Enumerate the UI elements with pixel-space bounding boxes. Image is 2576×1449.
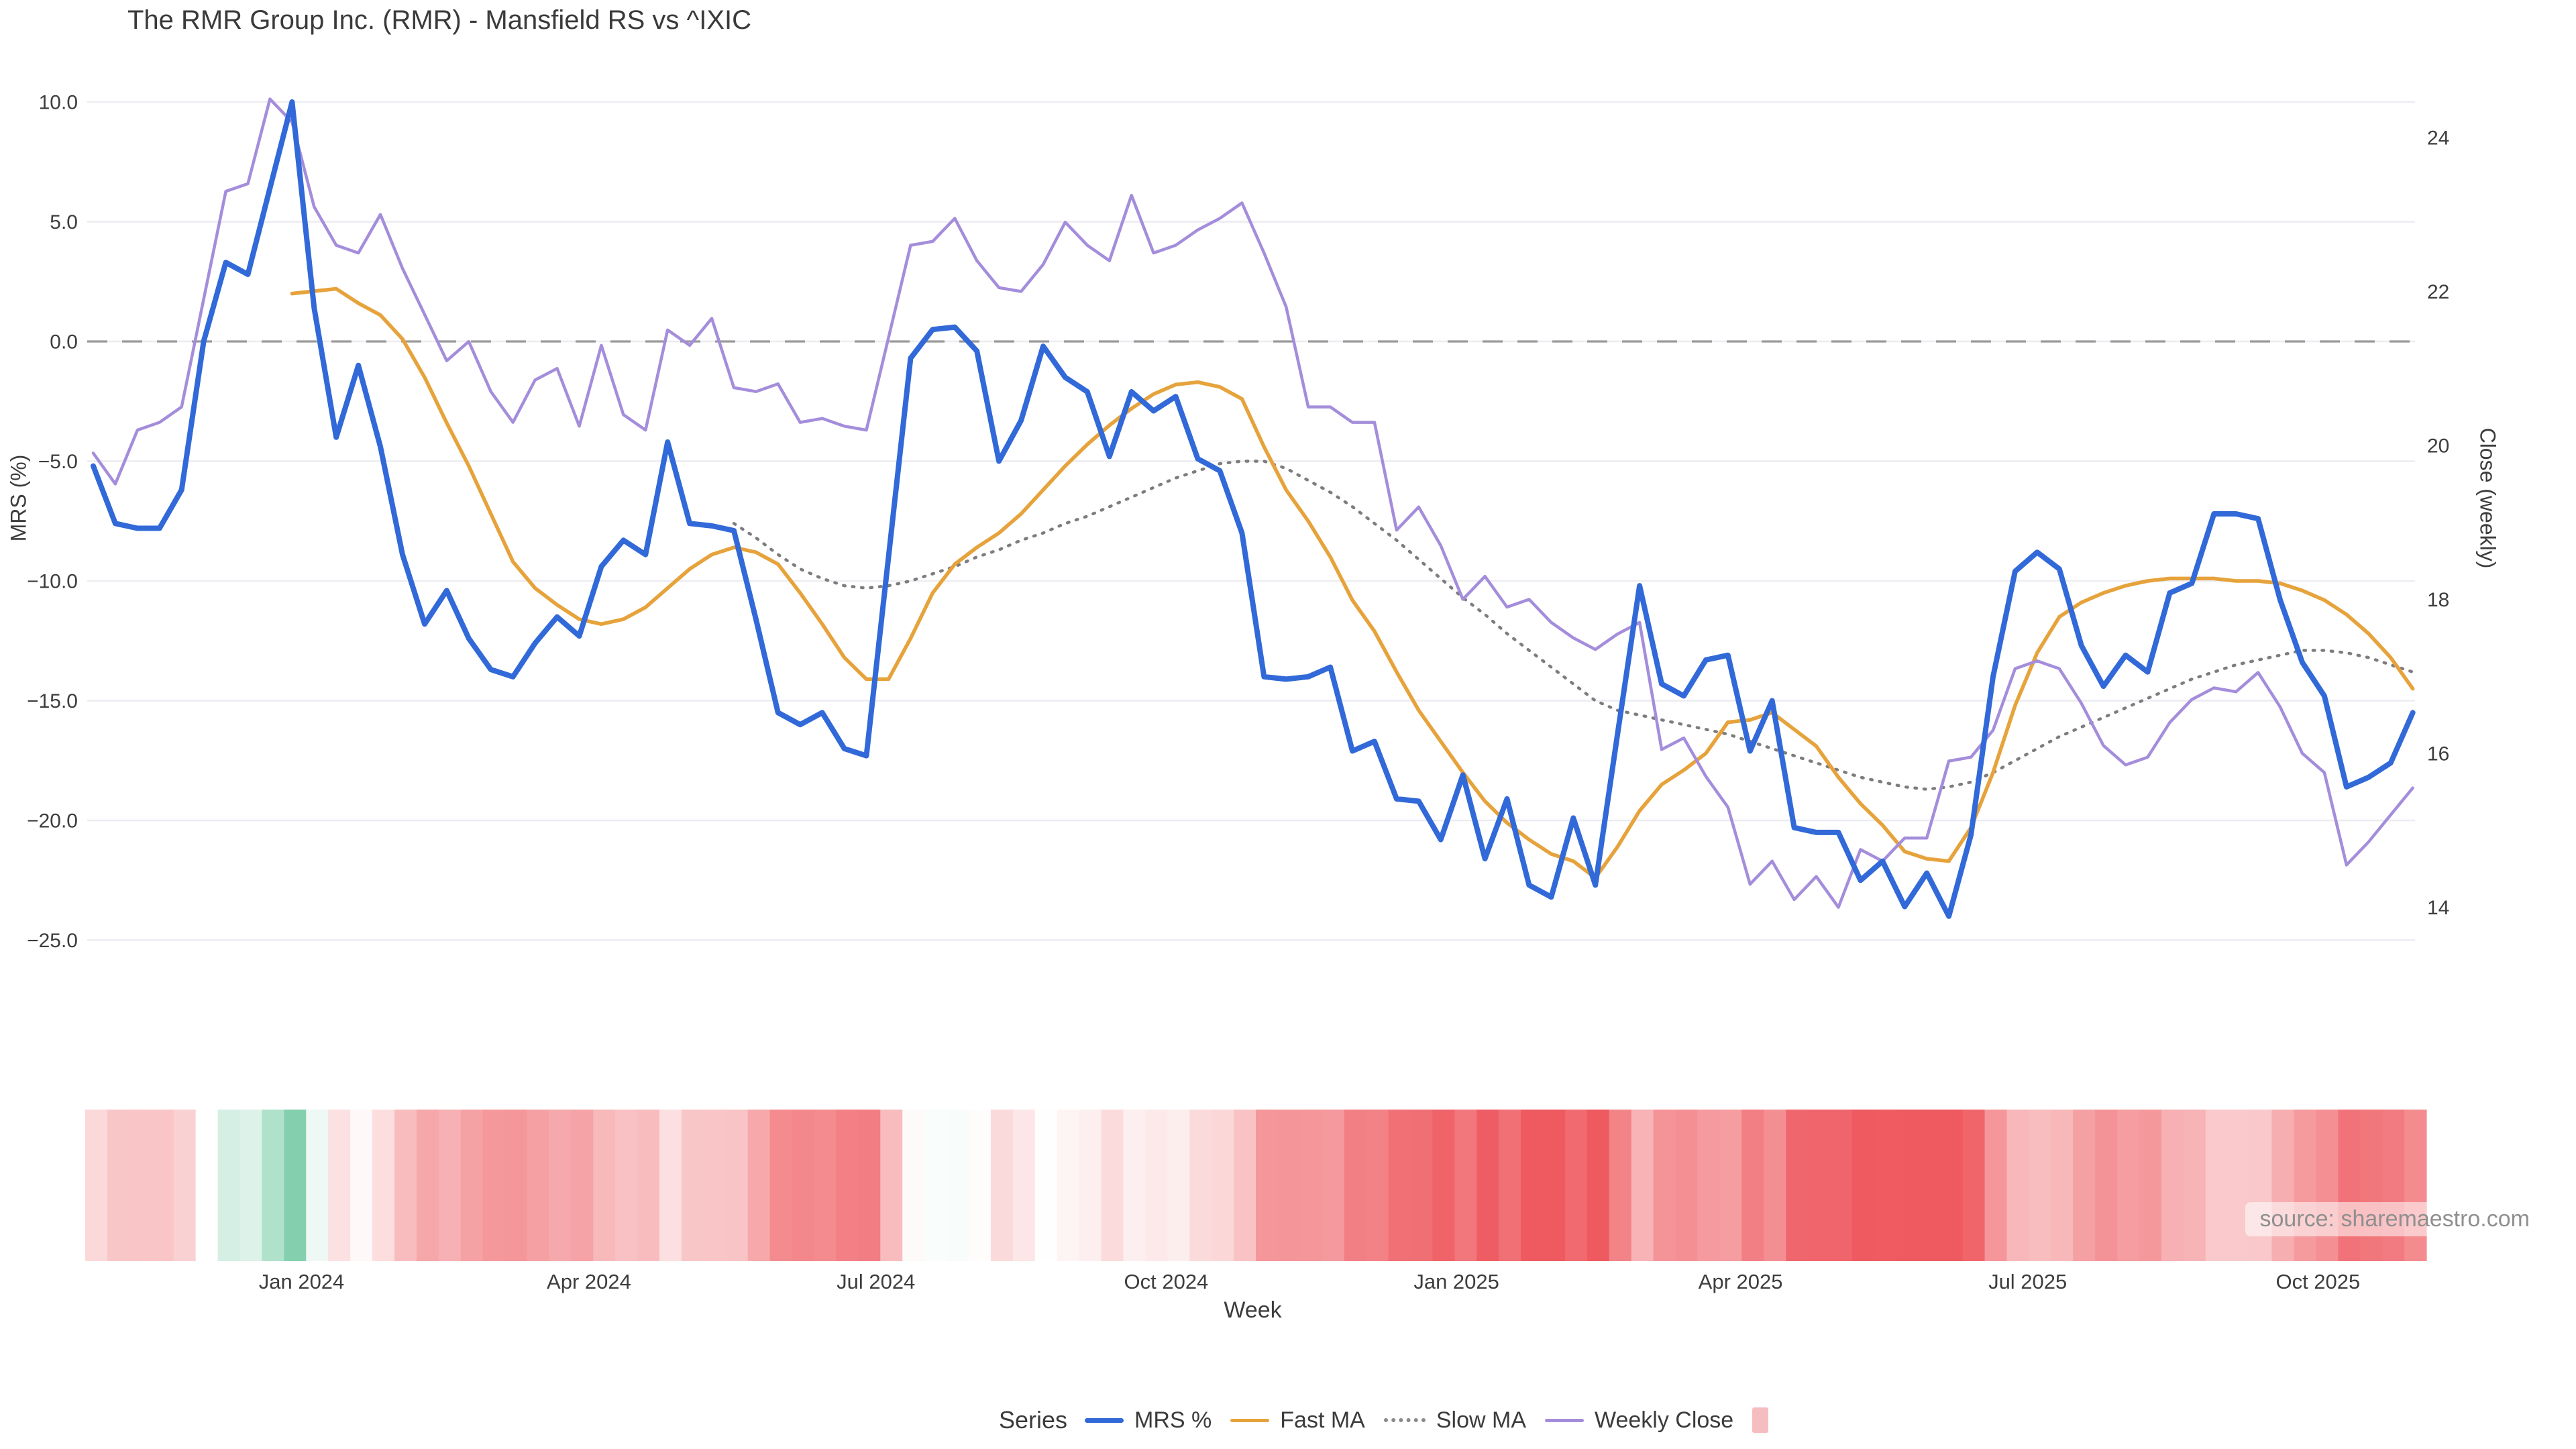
svg-text:−5.0: −5.0 [38,451,78,473]
slow-ma-line [732,460,2414,791]
svg-text:Jul 2025: Jul 2025 [1988,1270,2067,1293]
legend-item-label: Slow MA [1436,1407,1526,1433]
legend-item-label: MRS % [1134,1407,1212,1433]
svg-text:Jul 2024: Jul 2024 [837,1270,915,1293]
svg-text:−25.0: −25.0 [27,930,78,952]
mrs-heatmap-strip [85,1110,2427,1261]
legend-item-heatmap [1752,1407,1779,1433]
heatmap-swatch [1752,1407,1769,1433]
x-axis-label: Week [1224,1297,1282,1323]
weekly-close-line [91,97,2414,909]
gridlines [87,101,2415,941]
legend-item-mrs: MRS % [1085,1407,1212,1434]
weekly-close-line-swatch [1545,1418,1584,1422]
right-axis-label: Close (weekly) [2475,427,2500,569]
svg-text:−15.0: −15.0 [27,690,78,712]
svg-text:Jan 2025: Jan 2025 [1413,1270,1499,1293]
source-watermark: source: sharemaestro.com [2245,1202,2544,1236]
left-axis-label: MRS (%) [6,454,31,542]
x-axis-ticks: Jan 2024 Apr 2024 Jul 2024 Oct 2024 Jan 2025… [259,1270,2361,1293]
svg-text:Jan 2024: Jan 2024 [259,1270,345,1293]
svg-text:22: 22 [2427,281,2449,303]
svg-text:24: 24 [2427,127,2449,150]
svg-text:−10.0: −10.0 [27,571,78,593]
svg-text:10.0: 10.0 [39,92,78,114]
mrs--line [91,99,2416,919]
svg-text:Apr 2024: Apr 2024 [547,1270,631,1293]
y-axis-ticks-left: 10.0 5.0 0.0 −5.0 −10.0 −15.0 −20.0 −25.0 [27,92,78,953]
legend-title: Series [999,1406,1068,1434]
legend: Series MRS % Fast MA Slow MA Weekly Clos… [999,1406,1798,1434]
svg-text:5.0: 5.0 [50,211,78,233]
chart-title: The RMR Group Inc. (RMR) - Mansfield RS … [127,5,752,35]
mrs-line-swatch [1085,1417,1124,1423]
svg-text:18: 18 [2427,589,2449,611]
fast-ma-line [290,286,2415,880]
svg-text:20: 20 [2427,435,2449,458]
svg-text:16: 16 [2427,743,2449,765]
legend-item-label: Weekly Close [1595,1407,1734,1433]
svg-text:Oct 2024: Oct 2024 [1124,1270,1209,1293]
fast-ma-line-swatch [1230,1418,1270,1422]
legend-item-weekly-close: Weekly Close [1545,1407,1733,1434]
svg-text:14: 14 [2427,897,2449,919]
legend-item-fast-ma: Fast MA [1230,1407,1365,1434]
legend-item-slow-ma: Slow MA [1383,1407,1526,1434]
svg-text:Oct 2025: Oct 2025 [2275,1270,2360,1293]
svg-text:Apr 2025: Apr 2025 [1699,1270,1783,1293]
legend-item-label: Fast MA [1280,1407,1365,1433]
svg-text:0.0: 0.0 [50,331,78,354]
y-axis-ticks-right: 24 22 20 18 16 14 [2427,127,2449,920]
svg-text:−20.0: −20.0 [27,810,78,833]
slow-ma-dotted-swatch [1383,1418,1426,1422]
